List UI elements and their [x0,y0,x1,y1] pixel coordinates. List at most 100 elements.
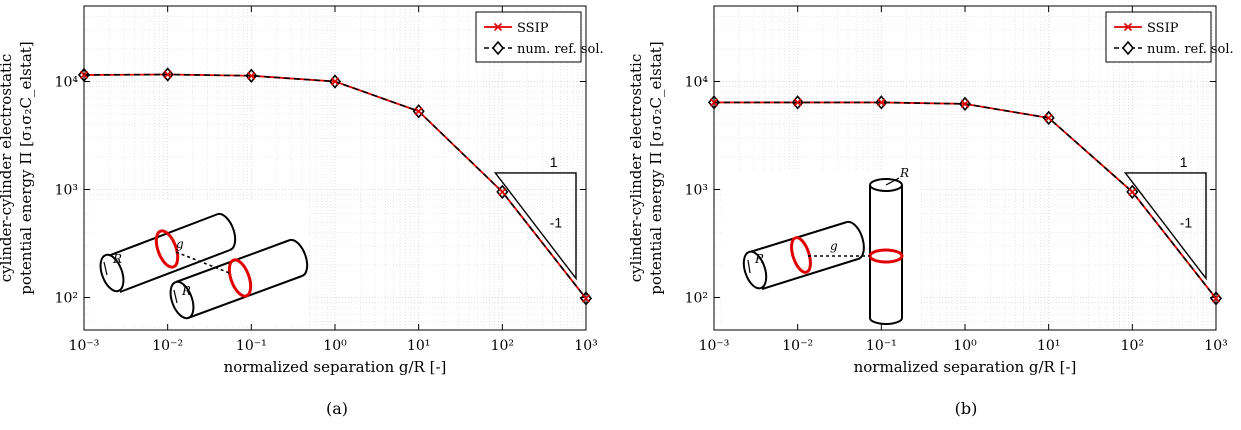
slope-rise-label: -1 [550,215,563,231]
y-axis-label-line1: cylinder-cylinder electrostatic [0,54,15,282]
point-ssip [247,71,256,80]
point-reference [412,104,425,119]
cylinder-end [289,238,309,277]
gap-label: g [830,239,838,253]
y-axis-label: cylinder-cylinder electrostatic potential… [0,41,35,294]
point-ssip [709,98,719,107]
point-reference [1042,110,1055,126]
point-ssip [1044,113,1053,122]
x-tick-label: 10⁻³ [69,338,100,354]
point-reference [245,68,258,84]
point-reference [161,67,174,82]
legend: SSIP num. ref. sol. [1105,11,1234,63]
point-reference [958,96,972,112]
inset-illustration: R Rg [722,166,920,328]
gap-line [175,251,233,275]
point-reference [496,184,509,200]
cylinder-end [869,317,903,325]
radius-label: R [181,284,191,298]
gap-label: g [176,237,184,251]
x-tick-label: 10⁰ [323,338,347,354]
x-tick-label: 10⁻¹ [866,338,897,354]
point-ssip [1211,294,1221,303]
slope-run-label: 1 [1180,154,1188,170]
cylinder-end [742,250,768,290]
inset-illustration: R Rg [93,200,309,326]
y-tick-label: 10³ [55,182,78,198]
legend-marker-reference [491,40,505,56]
inset-background [93,200,308,326]
point-ssip [877,98,886,107]
slope-triangle: 1 -1 [493,154,577,281]
point-ssip [498,187,507,196]
legend-box [475,11,582,63]
slope-run-label: 1 [550,154,558,170]
legend-label-ssip: SSIP [1147,21,1179,36]
x-tick-label: 10² [1121,338,1144,354]
slope-triangle-shape [493,172,577,281]
cylinder-ring [790,236,812,274]
point-ssip [163,70,172,79]
point-reference [77,67,91,83]
point-reference [1209,291,1223,306]
x-tick-label: 10⁻³ [699,338,730,354]
cylinder-end [217,212,237,251]
point-reference [1126,184,1139,200]
cylinder-ring [154,229,180,269]
y-axis-label-line1: cylinder-cylinder electrostatic [627,54,645,282]
cylinder-end [169,280,195,320]
x-tick-label: 10³ [574,338,597,354]
point-ssip [960,99,970,108]
radius-label: R [112,252,122,266]
point-ssip [581,294,591,303]
slope-triangle: 1 -1 [1123,154,1207,281]
x-tick-label: 10² [491,338,514,354]
x-tick-label: 10³ [1204,338,1227,354]
panel-caption: (b) [955,399,978,418]
x-tick-label: 10⁻² [152,338,183,354]
y-tick-label: 10⁴ [55,74,79,90]
legend-marker-reference [1121,40,1135,56]
legend: SSIP num. ref. sol. [475,11,604,63]
cylinder-body [869,185,903,318]
cylinder-ring [227,258,253,298]
x-tick-label: 10⁻¹ [236,338,267,354]
legend-label-reference: num. ref. sol. [517,42,604,57]
slope-triangle-shape [1123,172,1207,281]
legend-label-ssip: SSIP [517,21,549,36]
x-tick-label: 10¹ [407,338,430,354]
legend-marker-ssip [1123,22,1133,32]
radius-mark [173,289,178,304]
legend-marker-ssip [493,22,503,32]
panel-caption: (a) [326,399,348,418]
cylinder-end [99,253,125,293]
x-axis-label: normalized separation g/R [-] [854,358,1077,376]
x-tick-label: 10¹ [1037,338,1060,354]
chart-panel-a: R Rg 10⁻³ 10⁻² 10⁻¹ 10⁰ 10¹ 10² 10³ 10² 10³ 10⁴ norm… [0,5,604,418]
point-ssip [330,77,340,86]
point-reference [579,291,593,306]
cylinder-body [107,213,231,293]
point-ssip [414,107,423,116]
cylinder-end [846,220,865,260]
radius-mark [103,261,108,276]
point-reference [328,74,342,89]
x-tick-label: 10⁰ [953,338,977,354]
point-ssip [793,98,802,107]
y-tick-label: 10³ [685,182,708,198]
y-axis-label: cylinder-cylinder electrostatic potential… [627,41,665,294]
x-tick-label: 10⁻² [782,338,813,354]
radius-label: R [899,166,909,180]
point-reference [791,95,804,110]
y-axis-label-line2: potential energy Π [σ₁σ₂C_elstat] [647,41,665,294]
slope-rise-label: -1 [1180,215,1193,231]
point-ssip [1128,187,1137,196]
point-reference [707,95,721,110]
point-ssip [79,70,89,79]
chart-panel-b: R Rg 10⁻³ 10⁻² 10⁻¹ 10⁰ 10¹ 10² 10³ 10² 10³ 10⁴ norm… [627,5,1234,418]
y-tick-label: 10² [55,290,78,306]
legend-label-reference: num. ref. sol. [1147,42,1234,57]
radius-mark [885,177,900,186]
y-axis-label-line2: potential energy Π [σ₁σ₂C_elstat] [17,41,35,294]
